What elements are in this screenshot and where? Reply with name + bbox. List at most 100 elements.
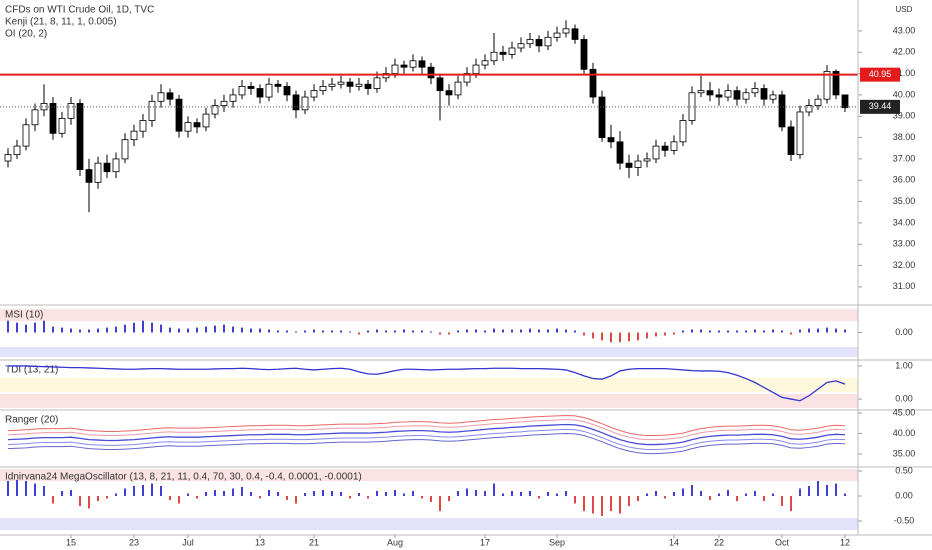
histogram-bar xyxy=(151,322,153,333)
histogram-bar xyxy=(43,320,45,333)
histogram-bar xyxy=(187,328,189,333)
candle-body xyxy=(31,109,39,126)
histogram-bar xyxy=(610,496,612,511)
x-tick-label: 17 xyxy=(480,537,490,547)
histogram-bar xyxy=(601,332,603,341)
histogram-bar xyxy=(835,328,837,333)
histogram-bar xyxy=(556,328,558,333)
candle-body xyxy=(4,154,12,162)
y-tick-label: -0.50 xyxy=(894,515,915,525)
histogram-bar xyxy=(88,329,90,333)
histogram-bar xyxy=(160,486,162,496)
histogram-bar xyxy=(313,329,315,333)
y-tick-label: 42.00 xyxy=(893,47,916,57)
candle-body xyxy=(85,169,93,183)
candle-body xyxy=(715,94,723,98)
histogram-bar xyxy=(772,329,774,333)
histogram-bar xyxy=(88,496,90,509)
x-tick-label: 23 xyxy=(129,537,139,547)
candle-body xyxy=(472,64,480,74)
candle-body xyxy=(778,94,786,128)
candle-body xyxy=(409,60,417,68)
histogram-bar xyxy=(169,327,171,333)
candle-body xyxy=(796,111,804,156)
histogram-bar xyxy=(529,328,531,333)
histogram-bar xyxy=(34,483,36,496)
pane-title: CFDs on WTI Crude Oil, 1D, TVC xyxy=(5,5,154,16)
histogram-bar xyxy=(592,332,594,339)
band xyxy=(0,394,858,408)
candle-body xyxy=(841,94,849,109)
y-tick-label: 33.00 xyxy=(893,239,916,249)
y-tick-label: 1.00 xyxy=(895,360,913,370)
candle-body xyxy=(733,90,741,100)
histogram-bar xyxy=(250,492,252,496)
candle-body xyxy=(517,43,525,49)
band xyxy=(0,518,858,530)
histogram-bar xyxy=(367,496,369,499)
histogram-bar xyxy=(502,493,504,496)
pane-title: TDI (13, 21) xyxy=(5,365,58,376)
histogram-bar xyxy=(7,320,9,333)
indicator-label: Kenji (21, 8, 11, 1, 0.005) xyxy=(5,17,117,28)
histogram-bar xyxy=(844,329,846,333)
histogram-bar xyxy=(196,327,198,333)
candle-body xyxy=(508,47,516,55)
histogram-bar xyxy=(169,496,171,500)
candle-body xyxy=(112,158,120,173)
histogram-bar xyxy=(223,491,225,496)
candle-body xyxy=(769,94,777,100)
histogram-bar xyxy=(727,330,729,333)
band xyxy=(0,309,858,321)
histogram-bar xyxy=(457,491,459,496)
y-tick-label: 43.00 xyxy=(893,25,916,35)
candle-body xyxy=(247,85,255,89)
candle-body xyxy=(805,105,813,113)
histogram-bar xyxy=(295,331,297,333)
histogram-bar xyxy=(430,496,432,502)
histogram-bar xyxy=(25,324,27,333)
histogram-bar xyxy=(133,486,135,496)
histogram-bar xyxy=(178,496,180,504)
histogram-bar xyxy=(817,328,819,333)
histogram-bar xyxy=(124,324,126,333)
histogram-bar xyxy=(763,330,765,333)
histogram-bar xyxy=(61,491,63,496)
candle-body xyxy=(535,39,543,47)
histogram-bar xyxy=(583,332,585,336)
y-tick-label: 36.00 xyxy=(893,175,916,185)
candle-body xyxy=(643,158,651,162)
candle-body xyxy=(103,162,111,173)
histogram-bar xyxy=(367,330,369,333)
histogram-bar xyxy=(25,481,27,496)
histogram-bar xyxy=(52,326,54,333)
band-line xyxy=(7,428,846,450)
candle-body xyxy=(58,117,66,134)
candle-body xyxy=(526,39,534,45)
price-tag-label: 39.44 xyxy=(869,101,892,111)
candle-body xyxy=(670,141,678,151)
candle-body xyxy=(175,98,183,132)
candle-body xyxy=(76,103,84,170)
histogram-bar xyxy=(538,329,540,333)
histogram-bar xyxy=(466,329,468,333)
band-line xyxy=(7,432,846,455)
y-tick-label: 41.00 xyxy=(893,68,916,78)
histogram-bar xyxy=(736,496,738,501)
candle-body xyxy=(463,73,471,83)
candle-body xyxy=(418,60,426,68)
histogram-bar xyxy=(232,488,234,496)
histogram-bar xyxy=(592,496,594,514)
x-tick-label: Sep xyxy=(549,537,565,547)
histogram-bar xyxy=(43,486,45,496)
candle-body xyxy=(571,28,579,40)
histogram-bar xyxy=(790,496,792,511)
histogram-bar xyxy=(601,496,603,516)
indicator-label: OI (20, 2) xyxy=(5,29,47,40)
histogram-bar xyxy=(304,330,306,333)
histogram-bar xyxy=(511,491,513,496)
histogram-bar xyxy=(628,332,630,342)
histogram-bar xyxy=(439,496,441,511)
candle-body xyxy=(139,120,147,132)
candle-body xyxy=(373,77,381,89)
